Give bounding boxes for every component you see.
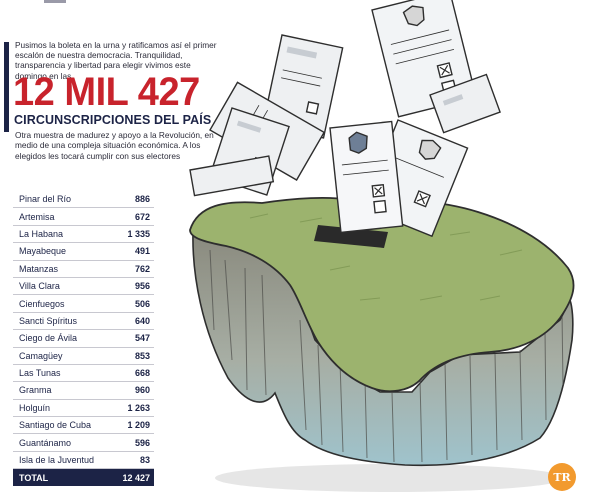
constituency-count: 956 <box>134 281 150 292</box>
table-row: Camagüey 853 <box>13 348 154 365</box>
constituency-count: 547 <box>134 333 150 344</box>
accent-bar <box>4 42 9 132</box>
constituency-count: 853 <box>134 350 150 361</box>
province-name: Santiago de Cuba <box>19 420 92 431</box>
table-row: Isla de la Juventud 83 <box>13 452 154 470</box>
province-name: Granma <box>19 385 52 396</box>
table-row: Villa Clara 956 <box>13 278 154 296</box>
province-name: Villa Clara <box>19 281 60 292</box>
ballot-6 <box>329 120 404 234</box>
province-name: Mayabeque <box>19 246 67 257</box>
table-row: Pinar del Río 886 <box>13 191 154 209</box>
constituency-count: 672 <box>134 211 150 222</box>
table-row: Cienfuegos 506 <box>13 295 154 313</box>
table-row: Guantánamo 596 <box>13 434 154 452</box>
constituency-count: 1 335 <box>127 228 150 239</box>
constituency-count: 491 <box>134 246 150 257</box>
constituency-count: 762 <box>134 263 150 274</box>
ballot-7 <box>189 155 275 197</box>
table-row: Artemisa 672 <box>13 208 154 226</box>
ground-shadow <box>215 464 565 492</box>
province-name: Ciego de Ávila <box>19 333 78 344</box>
table-total-row: TOTAL 12 427 <box>13 469 154 487</box>
constituency-count: 506 <box>134 298 150 309</box>
table-row: Matanzas 762 <box>13 261 154 278</box>
description-text: Otra muestra de madurez y apoyo a la Rev… <box>15 130 214 161</box>
province-name: Pinar del Río <box>19 194 72 205</box>
constituency-count: 83 <box>139 455 150 466</box>
province-name: Isla de la Juventud <box>19 455 95 466</box>
table-row: La Habana 1 335 <box>13 226 154 244</box>
cliff-face <box>192 230 574 467</box>
intro-text: Pusimos la boleta en la urna y ratificam… <box>15 40 217 81</box>
table-row: Mayabeque 491 <box>13 243 154 261</box>
table-row: Santiago de Cuba 1 209 <box>13 417 154 435</box>
table-row: Las Tunas 668 <box>13 365 154 383</box>
cliff-texture <box>209 249 564 463</box>
constituency-count: 960 <box>134 385 150 396</box>
province-name: Matanzas <box>19 263 59 274</box>
constituency-count: 640 <box>134 315 150 326</box>
tr-logo-badge: TR <box>548 463 576 491</box>
province-name: Artemisa <box>19 211 55 222</box>
province-name: La Habana <box>19 228 64 239</box>
province-name: Holguín <box>19 402 51 413</box>
constituency-count: 596 <box>134 437 150 448</box>
ballots-group <box>189 0 501 238</box>
province-name: Guantánamo <box>19 437 72 448</box>
constituency-count: 1 263 <box>127 402 150 413</box>
ballot-8 <box>429 73 501 134</box>
table-row: Holguín 1 263 <box>13 400 154 418</box>
top-divider <box>44 0 66 3</box>
province-name: Las Tunas <box>19 368 61 379</box>
constituency-count: 886 <box>134 194 150 205</box>
table-row: Granma 960 <box>13 382 154 400</box>
ballot-slot <box>314 225 388 248</box>
total-label: TOTAL <box>19 472 49 483</box>
province-name: Sancti Spíritus <box>19 315 78 326</box>
table-row: Ciego de Ávila 547 <box>13 330 154 348</box>
table-row: Sancti Spíritus 640 <box>13 313 154 331</box>
province-name: Camagüey <box>19 350 63 361</box>
constituency-count: 668 <box>134 368 150 379</box>
province-name: Cienfuegos <box>19 298 65 309</box>
headline-subtitle: CIRCUNSCRIPCIONES DEL PAÍS <box>14 113 212 127</box>
constituency-count: 1 209 <box>127 420 150 431</box>
headline-number: 12 MIL 427 <box>13 70 200 114</box>
total-value: 12 427 <box>122 472 150 483</box>
constituency-table: Pinar del Río 886 Artemisa 672 La Habana 1 33… <box>13 191 154 487</box>
